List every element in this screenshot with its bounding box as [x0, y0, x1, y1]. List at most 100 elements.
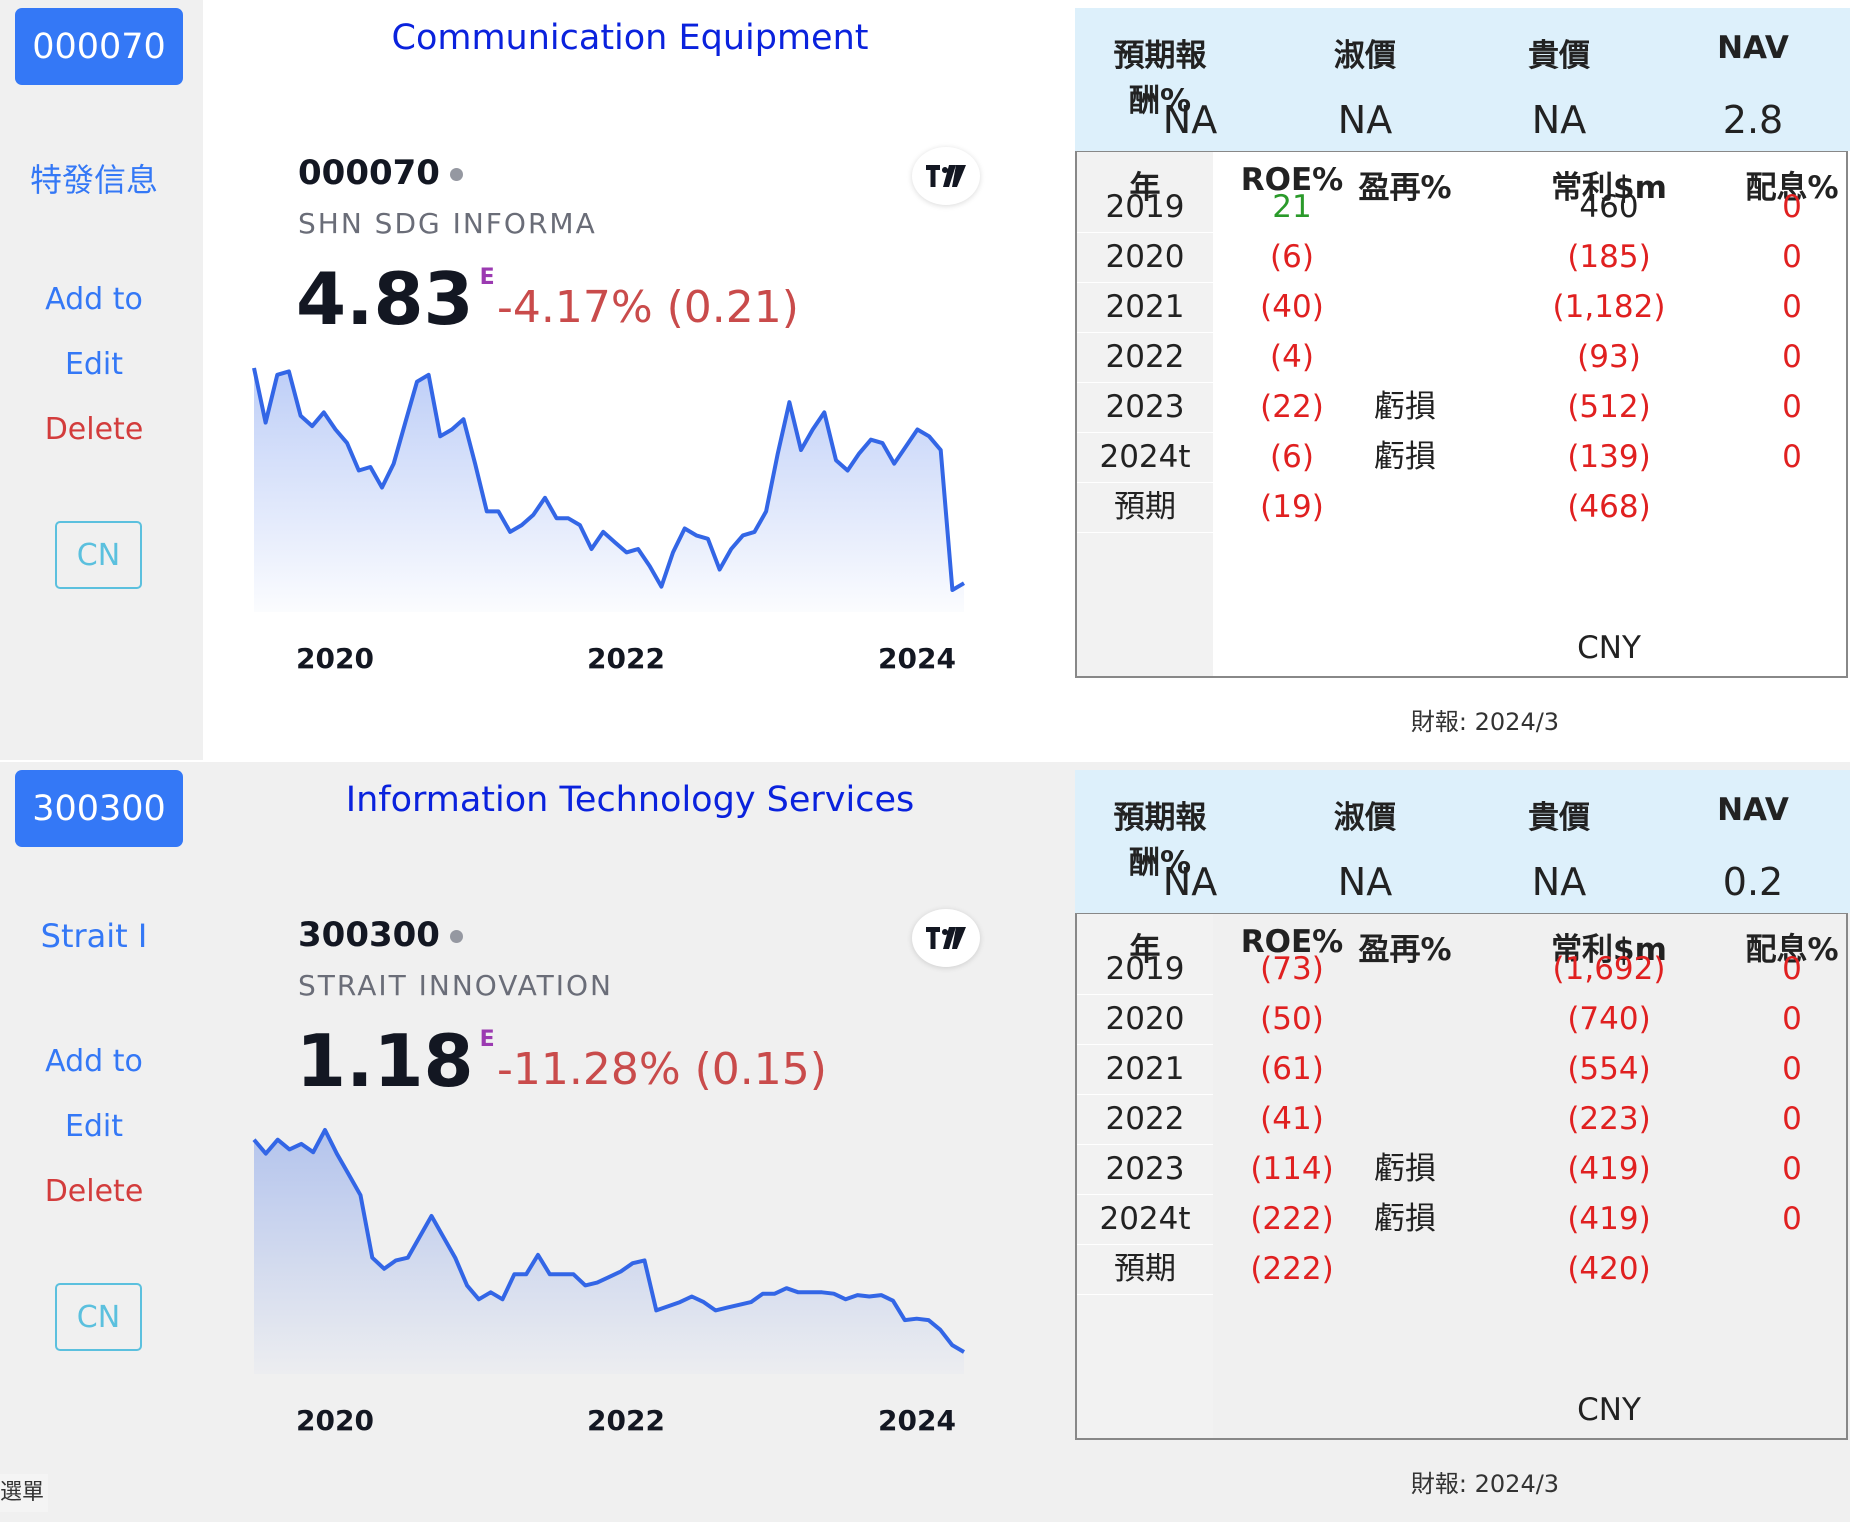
table-cell: (61): [1260, 1051, 1324, 1087]
cn-button[interactable]: CN: [55, 521, 142, 589]
valuation-summary: 預期報酬% 淑價 貴價 NAV NA NA NA 0.2: [1075, 770, 1850, 913]
widget-change: -4.17% (0.21): [497, 282, 799, 333]
table-header: 盈再%: [1358, 932, 1452, 968]
delete-link[interactable]: Delete: [44, 412, 144, 447]
financials-table: 年 ROE% 盈再% 常利$m 配息% CNY 2019 (73) (1,692) 0…: [1075, 913, 1848, 1440]
widget-symbol[interactable]: 300300: [298, 915, 463, 955]
cn-button[interactable]: CN: [55, 1283, 142, 1351]
symbol-text: 300300: [298, 915, 440, 955]
table-cell: (222): [1250, 1201, 1334, 1237]
tradingview-logo-icon[interactable]: [912, 147, 980, 205]
summary-value: NA: [1162, 860, 1218, 904]
table-cell: 0: [1782, 951, 1802, 987]
table-header: 盈再%: [1358, 170, 1452, 206]
table-cell: [1340, 232, 1470, 282]
tradingview-logo-glyph: [926, 927, 966, 949]
stock-code-button[interactable]: 300300: [15, 770, 183, 847]
x-tick-label: 2022: [587, 642, 665, 675]
table-cell: (50): [1260, 1001, 1324, 1037]
table-cell: (22): [1260, 389, 1324, 425]
summary-header: NAV: [1717, 792, 1789, 828]
table-year-cell: 2021: [1077, 282, 1213, 333]
table-year-cell: 預期: [1077, 1244, 1213, 1295]
table-year-cell: 2021: [1077, 1044, 1213, 1095]
table-cell: (419): [1567, 1151, 1651, 1187]
table-year-cell: 2020: [1077, 994, 1213, 1045]
company-name-link[interactable]: 特發信息: [29, 161, 158, 199]
add-to-link[interactable]: Add to: [45, 1044, 143, 1079]
chart-area-fill: [254, 1130, 964, 1374]
table-cell: (468): [1567, 489, 1651, 525]
table-year-cell: 2023: [1077, 382, 1213, 433]
table-cell: 虧損: [1374, 389, 1436, 425]
table-cell: 0: [1782, 389, 1802, 425]
table-cell: 0: [1782, 1201, 1802, 1237]
table-cell: (93): [1577, 339, 1641, 375]
price-flag: E: [479, 1027, 495, 1052]
table-year-cell: 2019: [1077, 944, 1213, 995]
widget-change: -11.28% (0.15): [497, 1044, 827, 1095]
industry-title[interactable]: Communication Equipment: [391, 18, 869, 58]
table-cell: [1340, 282, 1470, 332]
table-cell: [1340, 994, 1470, 1044]
price-flag: E: [479, 265, 495, 290]
summary-value: NA: [1337, 860, 1393, 904]
year-column: [1077, 152, 1213, 676]
tradingview-logo-icon[interactable]: [912, 909, 980, 967]
summary-value: 2.8: [1722, 98, 1784, 142]
table-header: 常利$m: [1551, 170, 1667, 206]
table-cell: 0: [1782, 1001, 1802, 1037]
table-cell: [1340, 1244, 1470, 1294]
price-chart[interactable]: [240, 360, 980, 620]
table-cell: 0: [1782, 189, 1802, 225]
table-cell: (6): [1270, 239, 1314, 275]
tradingview-logo-glyph: [926, 165, 966, 187]
table-cell: [1727, 1244, 1850, 1294]
price-chart[interactable]: [240, 1122, 980, 1382]
table-cell: 0: [1782, 439, 1802, 475]
table-cell: 0: [1782, 289, 1802, 325]
table-header: 年: [1129, 932, 1161, 968]
table-cell: [1340, 332, 1470, 382]
table-cell: (419): [1567, 1201, 1651, 1237]
stock-card: 000070 特發信息 Add to Edit Delete CN Commun…: [0, 0, 1850, 760]
add-to-link[interactable]: Add to: [45, 282, 143, 317]
widget-price: 4.83 E: [296, 257, 495, 341]
stock-sidebar: 300300 Strait I Add to Edit Delete CN: [0, 762, 203, 1522]
delete-link[interactable]: Delete: [44, 1174, 144, 1209]
table-header: 年: [1129, 170, 1161, 206]
summary-header: 預期報酬%: [1113, 38, 1207, 119]
table-cell: (740): [1567, 1001, 1651, 1037]
table-cell: (554): [1567, 1051, 1651, 1087]
table-year-cell: 2020: [1077, 232, 1213, 283]
table-cell: 460: [1579, 189, 1639, 225]
table-header: 配息%: [1745, 170, 1839, 206]
table-cell: [1340, 482, 1470, 532]
table-cell: [1340, 1094, 1470, 1144]
table-cell: (6): [1270, 439, 1314, 475]
price-value: 4.83: [296, 257, 474, 341]
summary-value: NA: [1337, 98, 1393, 142]
table-cell: 虧損: [1374, 1151, 1436, 1187]
stock-card: 300300 Strait I Add to Edit Delete CN In…: [0, 762, 1850, 1522]
chart-area-fill: [254, 368, 964, 612]
edit-link[interactable]: Edit: [64, 347, 124, 382]
table-cell: (73): [1260, 951, 1324, 987]
industry-title[interactable]: Information Technology Services: [345, 780, 915, 820]
table-cell: (512): [1567, 389, 1651, 425]
table-header: ROE%: [1240, 924, 1344, 960]
edit-link[interactable]: Edit: [64, 1109, 124, 1144]
summary-header: 貴價: [1528, 38, 1590, 74]
table-header: 常利$m: [1551, 932, 1667, 968]
menu-tab[interactable]: 選單: [0, 1474, 48, 1512]
stock-code-button[interactable]: 000070: [15, 8, 183, 85]
company-name-link[interactable]: Strait I: [40, 917, 148, 955]
table-cell: [1340, 182, 1470, 232]
price-value: 1.18: [296, 1019, 474, 1103]
summary-header: 貴價: [1528, 800, 1590, 836]
table-cell: (223): [1567, 1101, 1651, 1137]
chart-series-line: [252, 1128, 966, 1354]
widget-symbol[interactable]: 000070: [298, 153, 463, 193]
currency-label: CNY: [1577, 1392, 1641, 1428]
widget-price: 1.18 E: [296, 1019, 495, 1103]
